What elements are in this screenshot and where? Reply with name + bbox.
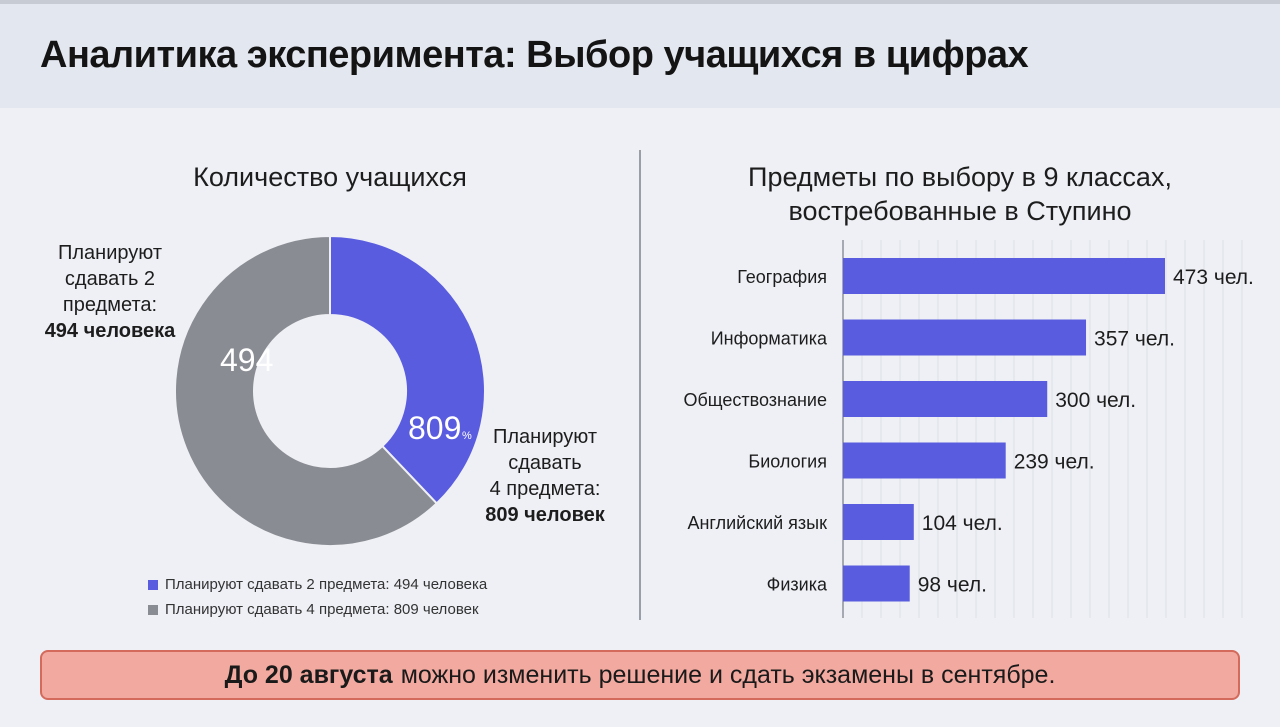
bar	[843, 319, 1087, 356]
bar-chart-title: Предметы по выбору в 9 классах, востребо…	[700, 160, 1220, 228]
label-two-line2: сдавать 2	[64, 268, 156, 290]
donut-value-two: 494	[220, 342, 273, 378]
donut-value-four: 809	[408, 410, 461, 446]
banner-text: можно изменить решение и сдать экзамены …	[400, 660, 1056, 689]
label-four-line3: 4 предмета:	[489, 478, 601, 500]
bar	[843, 504, 914, 540]
bar-chart: География 473 чел. Информатика 357 чел. Обще…	[683, 240, 1254, 618]
bar-chart-title-line2: востребованные в Ступино	[788, 196, 1132, 226]
page-title: Аналитика эксперимента: Выбор учащихся в…	[40, 34, 1029, 76]
label-two-line3: предмета:	[62, 294, 158, 316]
bar-value-label: 104 чел.	[922, 512, 1003, 535]
bar	[843, 442, 1006, 479]
header: Аналитика эксперимента: Выбор учащихся в…	[0, 4, 1280, 108]
bar-category-label: Обществознание	[683, 390, 827, 410]
bar-value-label: 98 чел.	[918, 574, 987, 597]
legend-label-four: Планируют сдавать 4 предмета: 809 челове…	[165, 601, 479, 618]
top-strip	[0, 0, 1280, 4]
donut-chart-title: Количество учащихся	[193, 162, 467, 192]
bar	[843, 258, 1165, 294]
label-two-line1: Планируют	[57, 242, 162, 264]
bar-category-label: Информатика	[711, 329, 828, 349]
bar-value-label: 239 чел.	[1014, 451, 1095, 474]
bar-value-label: 300 чел.	[1055, 389, 1136, 412]
legend-swatch-four	[148, 604, 158, 615]
donut-slice-two-subjects	[329, 234, 486, 505]
bar-chart-title-line1: Предметы по выбору в 9 классах,	[748, 162, 1172, 192]
legend-item-four: Планируют сдавать 4 предмета: 809 челове…	[148, 597, 487, 622]
legend-item-two: Планируют сдавать 2 предмета: 494 челове…	[148, 572, 487, 597]
panel-divider	[639, 150, 641, 620]
label-four-subjects: Планируют сдавать 4 предмета: 809 челове…	[470, 424, 620, 528]
donut-chart: 494 809%	[174, 234, 486, 547]
bar-value-label: 357 чел.	[1094, 328, 1175, 351]
label-four-line1: Планируют	[492, 426, 597, 448]
donut-slice-four-subjects	[174, 234, 439, 547]
label-four-value: 809 человек	[485, 504, 605, 526]
legend-label-two: Планируют сдавать 2 предмета: 494 челове…	[165, 576, 488, 593]
bar-category-label: Английский язык	[687, 513, 827, 533]
legend-swatch-two	[148, 579, 158, 590]
bar-category-label: Физика	[767, 575, 828, 595]
deadline-banner: До 20 августа можно изменить решение и с…	[40, 650, 1240, 700]
label-two-value: 494 человека	[44, 320, 176, 342]
label-four-line2: сдавать	[508, 452, 582, 474]
bar-category-label: Биология	[748, 452, 827, 472]
bar	[843, 381, 1048, 417]
bar-category-label: География	[737, 267, 827, 287]
label-two-subjects: Планируют сдавать 2 предмета: 494 челове…	[30, 240, 190, 344]
banner-bold: До 20 августа	[224, 660, 393, 689]
bar-value-label: 473 чел.	[1173, 266, 1254, 289]
bar	[843, 565, 910, 602]
donut-value-four-suffix: %	[462, 430, 472, 442]
donut-legend: Планируют сдавать 2 предмета: 494 челове…	[148, 572, 487, 622]
